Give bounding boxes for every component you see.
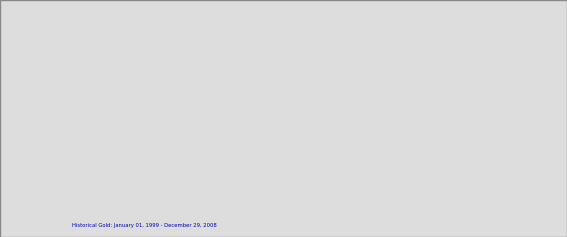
Text: Custom Gold Chart: Custom Gold Chart	[19, 12, 92, 21]
Text: www.pcgs.com: www.pcgs.com	[390, 126, 452, 135]
Text: PCGS3000: PCGS3000	[341, 89, 501, 117]
Text: TM: TM	[546, 12, 552, 16]
Y-axis label: US $ per ounce: US $ per ounce	[7, 126, 12, 168]
Text: Historical Gold: January 01, 1999 - December 29, 2008: Historical Gold: January 01, 1999 - Dece…	[72, 223, 217, 228]
Legend: Key Dates and Rarities Index (10 years), Six Month Moving Average: Key Dates and Rarities Index (10 years),…	[287, 8, 405, 24]
